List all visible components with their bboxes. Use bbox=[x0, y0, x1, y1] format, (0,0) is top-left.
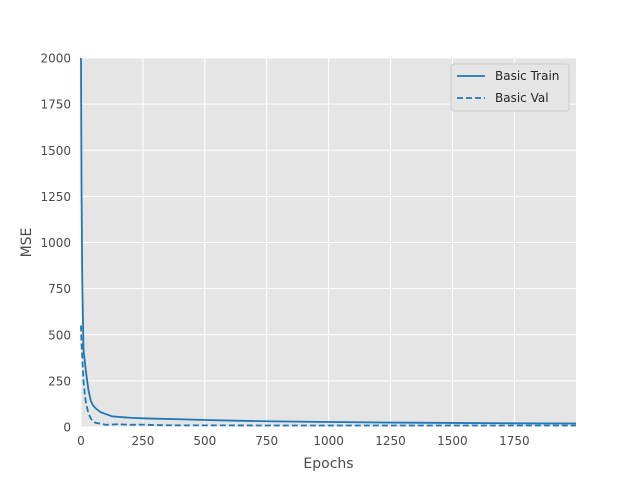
x-tick-label: 750 bbox=[255, 434, 278, 448]
y-tick-label: 750 bbox=[48, 282, 71, 296]
legend: Basic Train Basic Val bbox=[450, 63, 570, 112]
y-tick-label: 500 bbox=[48, 328, 71, 342]
x-tick-label: 1500 bbox=[437, 434, 468, 448]
legend-label-basic-val: Basic Val bbox=[495, 91, 549, 105]
y-tick-label: 250 bbox=[48, 374, 71, 388]
x-tick-label: 1000 bbox=[313, 434, 344, 448]
x-tick-label: 250 bbox=[131, 434, 154, 448]
y-tick-label: 1000 bbox=[40, 236, 71, 250]
x-axis: 0 250 500 750 1000 1250 1500 1750 bbox=[77, 434, 529, 448]
y-axis: 0 250 500 750 1000 1250 1500 1750 2000 bbox=[40, 52, 71, 435]
y-tick-label: 2000 bbox=[40, 52, 71, 66]
series-line-basic-val bbox=[80, 325, 576, 427]
y-tick-label: 1750 bbox=[40, 98, 71, 112]
x-tick-label: 500 bbox=[193, 434, 216, 448]
y-tick-label: 1500 bbox=[40, 144, 71, 158]
x-tick-label: 0 bbox=[77, 434, 85, 448]
y-tick-label: 1250 bbox=[40, 190, 71, 204]
series-line-basic-train bbox=[80, 57, 577, 425]
x-tick-label: 1250 bbox=[375, 434, 406, 448]
y-axis-label: MSE bbox=[19, 228, 35, 258]
grid bbox=[80, 57, 576, 428]
series-layer bbox=[80, 57, 577, 427]
y-tick-label: 0 bbox=[63, 421, 71, 435]
x-axis-label: Epochs bbox=[303, 456, 353, 472]
x-tick-label: 1750 bbox=[499, 434, 530, 448]
legend-label-basic-train: Basic Train bbox=[495, 69, 559, 83]
